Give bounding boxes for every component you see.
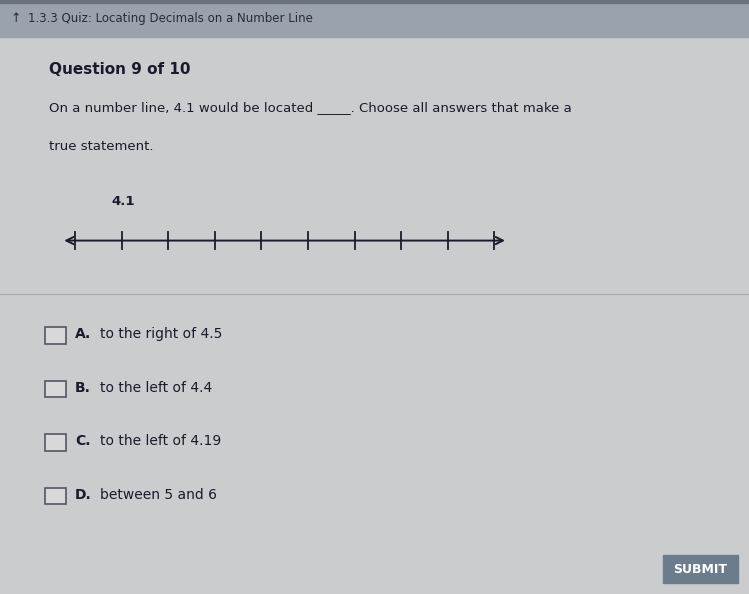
Text: Question 9 of 10: Question 9 of 10 [49, 62, 190, 77]
Text: 1.3.3 Quiz: Locating Decimals on a Number Line: 1.3.3 Quiz: Locating Decimals on a Numbe… [28, 12, 313, 25]
Text: SUBMIT: SUBMIT [673, 563, 727, 576]
Text: A.: A. [75, 327, 91, 342]
Bar [45, 381, 66, 397]
Bar [45, 488, 66, 504]
Bar [663, 555, 738, 583]
Text: between 5 and 6: between 5 and 6 [100, 488, 217, 502]
Text: C.: C. [75, 434, 91, 448]
Text: true statement.: true statement. [49, 140, 154, 153]
Text: to the left of 4.19: to the left of 4.19 [100, 434, 222, 448]
Bar [0, 0, 749, 3]
Text: B.: B. [75, 381, 91, 395]
Bar [45, 434, 66, 451]
Text: to the left of 4.4: to the left of 4.4 [100, 381, 213, 395]
Text: D.: D. [75, 488, 91, 502]
Text: 4.1: 4.1 [112, 195, 136, 208]
Bar [45, 327, 66, 344]
Text: On a number line, 4.1 would be located _____. Choose all answers that make a: On a number line, 4.1 would be located _… [49, 101, 571, 114]
Text: to the right of 4.5: to the right of 4.5 [100, 327, 222, 342]
Text: ↑: ↑ [10, 12, 21, 25]
Bar [0, 0, 749, 37]
